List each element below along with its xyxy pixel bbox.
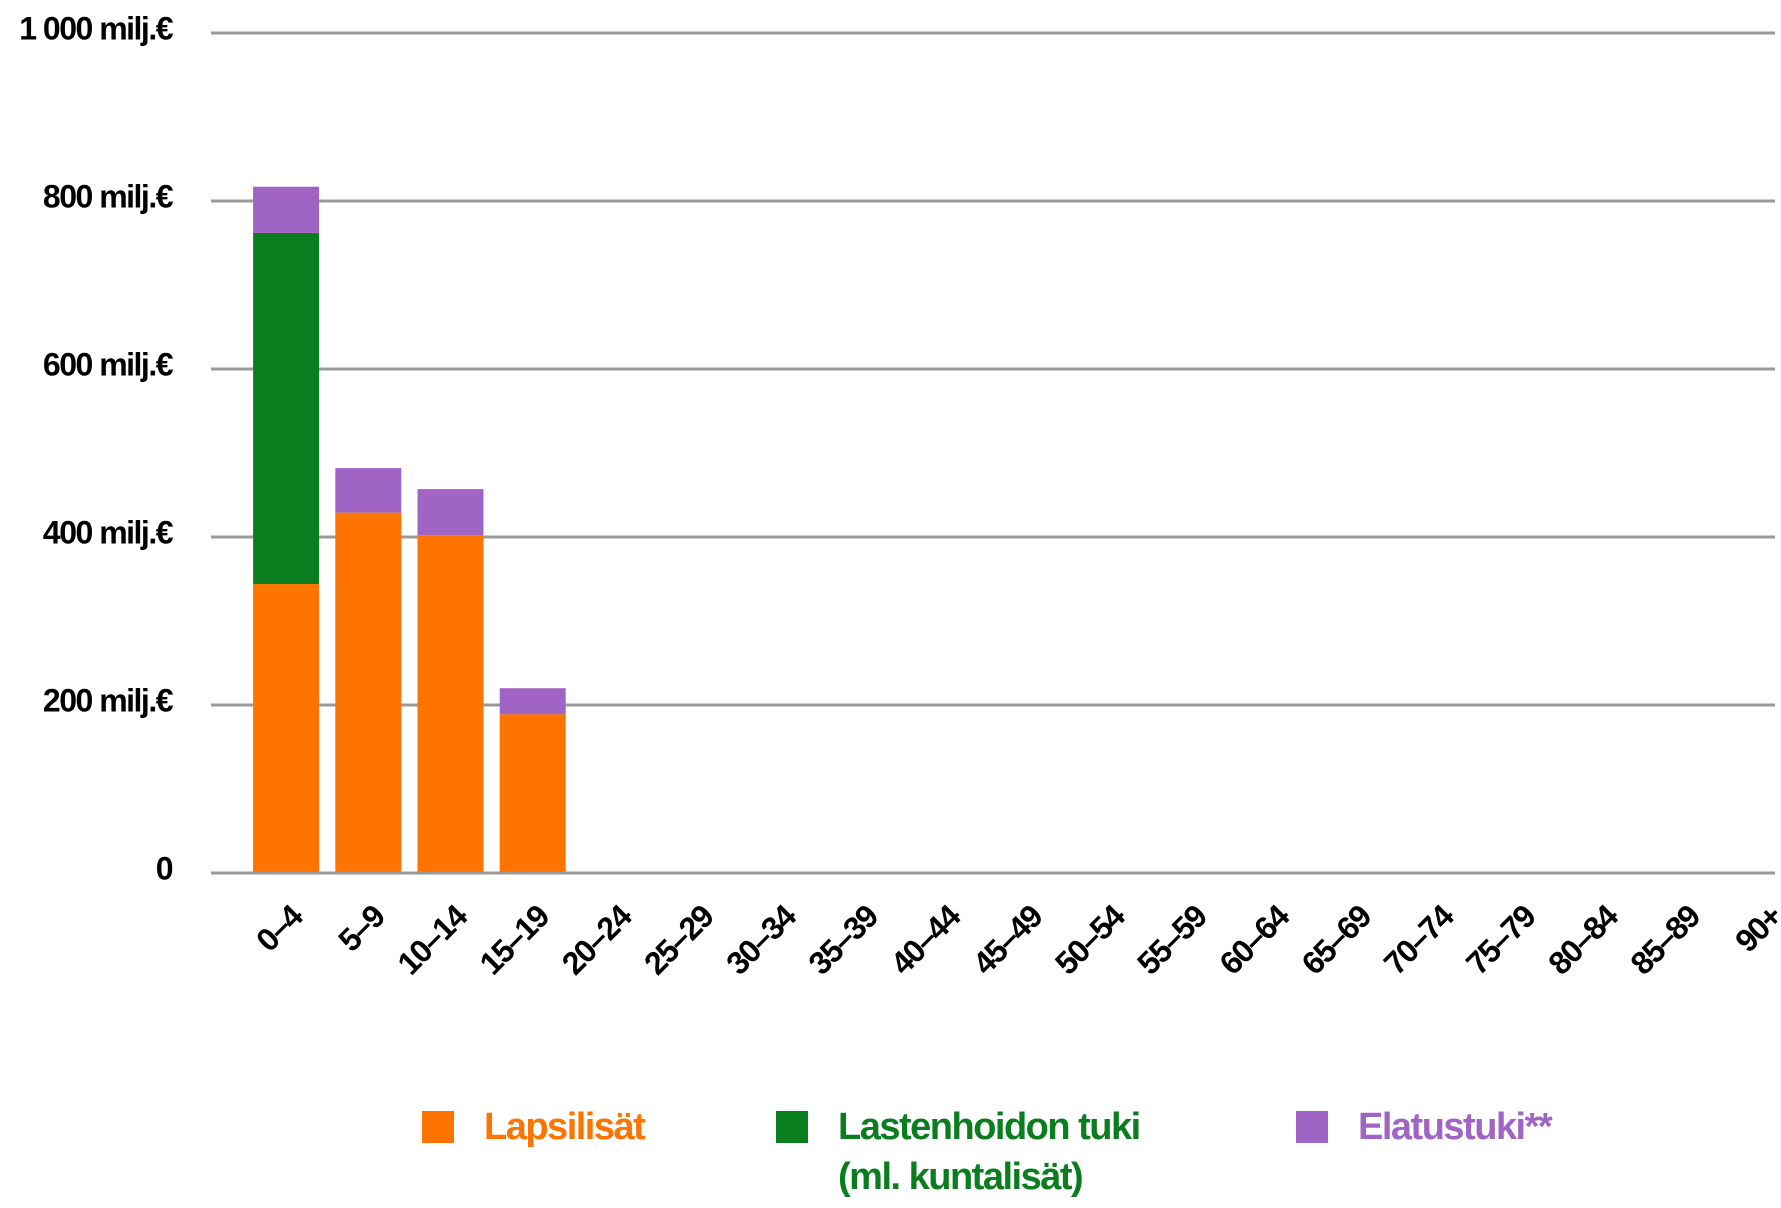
x-tick-label: 35–39 xyxy=(801,898,885,982)
x-tick-label: 65–69 xyxy=(1295,898,1379,982)
legend-label: Lapsilisät xyxy=(484,1106,646,1148)
x-tick-label: 5–9 xyxy=(331,898,392,959)
x-tick-label: 90+ xyxy=(1728,898,1781,959)
legend-item: Elatustuki** xyxy=(1296,1102,1553,1152)
legend-item: Lapsilisät xyxy=(422,1102,646,1152)
y-tick-label: 600 milj.€ xyxy=(43,346,174,382)
legend-swatch xyxy=(422,1111,454,1143)
bar-segment xyxy=(335,512,402,873)
x-tick-label: 75–79 xyxy=(1459,898,1543,982)
y-tick-label: 1 000 milj.€ xyxy=(19,10,173,46)
bar-segment xyxy=(499,688,566,715)
chart: 0 200 milj.€ 400 milj.€ 600 milj.€ 800 milj.… xyxy=(19,10,1781,982)
x-tick-label: 70–74 xyxy=(1377,897,1461,981)
x-tick-label: 45–49 xyxy=(966,898,1050,982)
x-tick-label: 40–44 xyxy=(884,897,968,981)
x-tick-label: 10–14 xyxy=(390,897,474,981)
bar-segment xyxy=(417,489,484,536)
x-tick-label: 20–24 xyxy=(555,897,639,981)
x-tick-label: 50–54 xyxy=(1048,897,1132,981)
bar-segment xyxy=(417,535,484,873)
y-tick-label: 200 milj.€ xyxy=(43,682,174,718)
y-tick-label: 0 xyxy=(156,850,173,886)
legend-swatch xyxy=(776,1111,808,1143)
x-tick-label: 60–64 xyxy=(1212,897,1296,981)
bar-segment xyxy=(253,186,320,233)
x-tick-label: 85–89 xyxy=(1623,898,1707,982)
legend-item: Lastenhoidon tuki (ml. kuntalisät) xyxy=(776,1102,1178,1202)
y-tick-label: 400 milj.€ xyxy=(43,514,174,550)
bar-segment xyxy=(335,468,402,513)
x-tick-label: 15–19 xyxy=(473,898,557,982)
x-tick-label: 0–4 xyxy=(249,897,310,958)
x-tick-label: 30–34 xyxy=(719,897,803,981)
x-tick-label: 25–29 xyxy=(637,898,721,982)
bar-segment xyxy=(253,232,320,585)
x-tick-label: 55–59 xyxy=(1130,898,1214,982)
legend-label: Lastenhoidon tuki (ml. kuntalisät) xyxy=(838,1106,1141,1198)
y-tick-label: 800 milj.€ xyxy=(43,178,174,214)
legend-label: Elatustuki** xyxy=(1358,1106,1553,1148)
bar-segment xyxy=(499,714,566,873)
bar-segment xyxy=(253,584,320,873)
legend-swatch xyxy=(1296,1111,1328,1143)
x-tick-label: 80–84 xyxy=(1541,897,1625,981)
